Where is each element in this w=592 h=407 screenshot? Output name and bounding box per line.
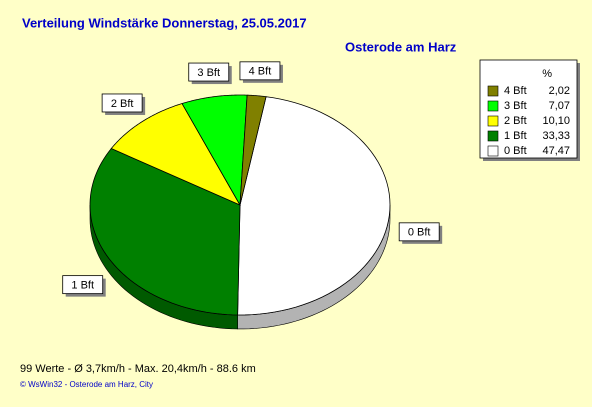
legend-value: 7,07 [549, 100, 570, 112]
legend-label: 3 Bft [504, 100, 527, 112]
legend-value: 47,47 [542, 145, 570, 157]
pie-slice [239, 94, 267, 206]
legend-label: 1 Bft [504, 130, 527, 142]
chart-title: Verteilung Windstärke Donnerstag, 25.05.… [22, 15, 307, 30]
pie-slice [110, 103, 241, 206]
legend-swatch [487, 100, 499, 112]
footer: 99 Werte - Ø 3,7km/h - Max. 20,4km/h - 8… [20, 363, 256, 375]
legend-label: 2 Bft [504, 115, 527, 127]
legend-swatch [487, 145, 499, 157]
legend-value: 10,10 [542, 115, 570, 127]
slice-label: 3 Bft [197, 67, 220, 79]
slice-label: 2 Bft [111, 98, 134, 110]
label-box [101, 93, 143, 113]
label-box [239, 61, 281, 81]
legend-value: 2,02 [549, 85, 570, 97]
label-box [188, 62, 230, 82]
slice-label: 4 Bft [249, 66, 272, 78]
legend-title: % [542, 68, 552, 80]
legend-label: 0 Bft [504, 145, 527, 157]
legend-swatch [487, 130, 499, 142]
pie-slice [237, 96, 391, 316]
pie-slice [181, 94, 248, 207]
legend-swatch [487, 115, 499, 127]
chart-subtitle: Osterode am Harz [345, 39, 457, 54]
credit: © WsWin32 - Osterode am Harz, City [20, 380, 153, 389]
legend-swatch [487, 85, 499, 97]
legend-label: 4 Bft [504, 85, 527, 97]
pie-slice [89, 148, 241, 316]
label-box [398, 222, 440, 242]
slice-label: 1 Bft [71, 280, 94, 292]
legend-value: 33,33 [542, 130, 570, 142]
label-box [62, 275, 104, 295]
slice-label: 0 Bft [408, 227, 431, 239]
